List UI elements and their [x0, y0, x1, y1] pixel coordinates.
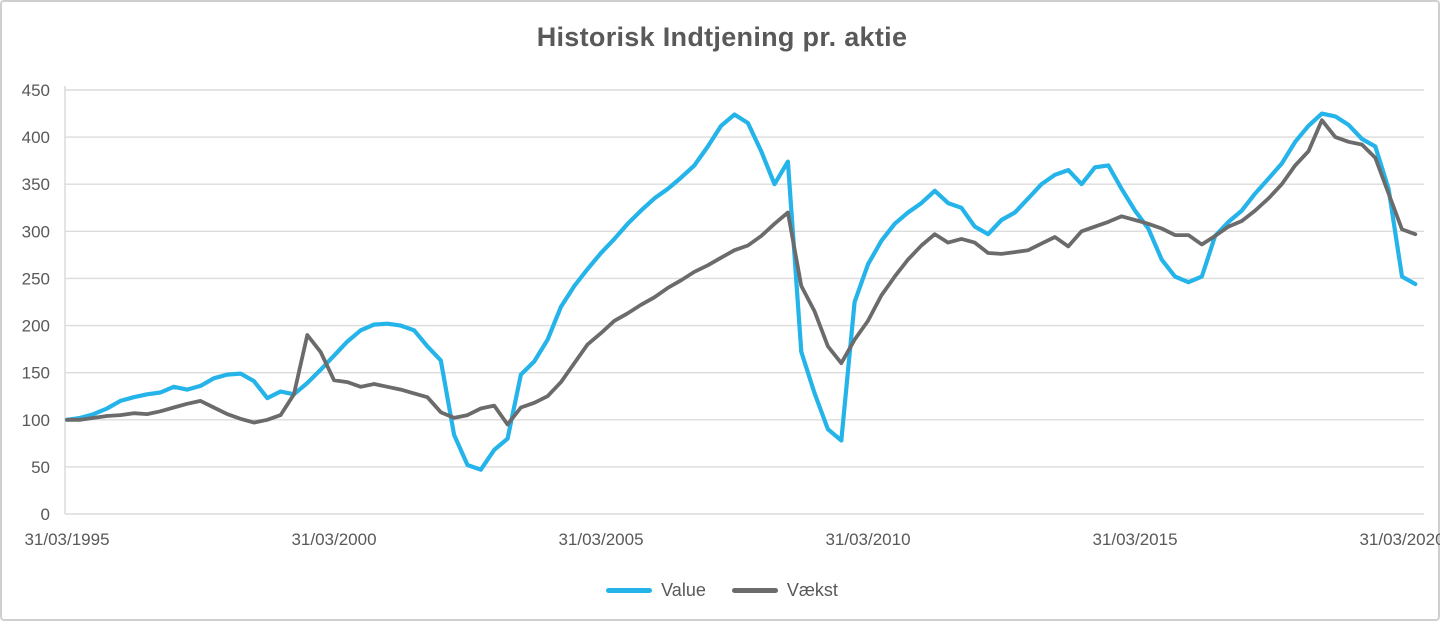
y-axis-label: 250: [22, 269, 50, 288]
y-axis-label: 400: [22, 128, 50, 147]
x-axis-label: 31/03/2015: [1092, 530, 1177, 549]
vaekst-line-swatch: [731, 588, 778, 593]
legend-label-value: Value: [661, 580, 706, 600]
legend-item-vaekst: Vækst: [731, 580, 838, 601]
y-axis-label: 200: [22, 317, 50, 336]
chart-title: Historisk Indtjening pr. aktie: [536, 22, 908, 52]
value-line-swatch: [606, 588, 653, 593]
y-axis-label: 0: [41, 505, 50, 524]
y-axis-label: 350: [22, 175, 50, 194]
legend-label-vaekst: Vækst: [786, 580, 838, 600]
y-axis-label: 300: [22, 222, 50, 241]
x-axis-label: 31/03/1995: [24, 530, 109, 549]
value-series-line: [64, 111, 1418, 472]
x-axis-label: 31/03/2005: [558, 530, 643, 549]
y-axis-label: 100: [22, 411, 50, 430]
x-axis-label: 31/03/2010: [825, 530, 910, 549]
y-axis-label: 150: [22, 364, 50, 383]
legend-item-value: Value: [606, 580, 706, 601]
vaekst-series-line: [65, 118, 1418, 427]
y-axis-label: 50: [31, 458, 50, 477]
y-axis-label: 450: [22, 81, 50, 100]
chart-legend: Value Vækst: [2, 580, 1440, 601]
x-axis-label: 31/03/2000: [291, 530, 376, 549]
x-axis-label: 31/03/2020: [1359, 530, 1440, 549]
